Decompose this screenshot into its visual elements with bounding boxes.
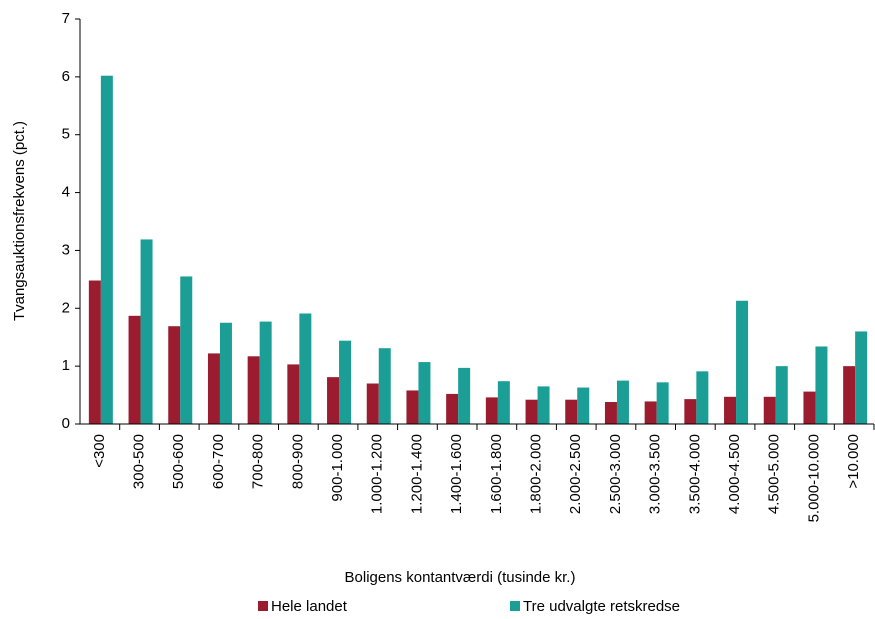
bar (763, 396, 776, 424)
bar (378, 348, 391, 424)
y-axis-title: Tvangsauktionsfrekvens (pct.) (11, 121, 28, 321)
bar (644, 401, 657, 424)
bar (458, 367, 471, 424)
x-tick-label: 3.000-3.500 (647, 434, 664, 514)
bar (577, 387, 590, 424)
x-tick-label: 900-1.000 (329, 434, 346, 502)
bar (88, 280, 101, 424)
bar (446, 393, 459, 424)
x-tick-label: 1.800-2.000 (528, 434, 545, 514)
bar (855, 331, 868, 424)
bar (406, 390, 419, 424)
bar (565, 399, 578, 424)
y-tick-label: 2 (62, 299, 70, 316)
bar (180, 276, 193, 424)
bar (843, 366, 856, 424)
legend-swatch (258, 601, 268, 611)
bar (339, 340, 352, 424)
bar (128, 315, 141, 424)
x-tick-label: 4.500-5.000 (766, 434, 783, 514)
bar (299, 313, 312, 424)
y-tick-label: 7 (62, 10, 70, 27)
bar (366, 383, 379, 424)
y-tick-label: 6 (62, 68, 70, 85)
x-tick-label: 4.000-4.500 (726, 434, 743, 514)
x-axis-title: Boligens kontantværdi (tusinde kr.) (345, 569, 576, 586)
bar (537, 386, 550, 424)
bar (247, 356, 260, 424)
bar (815, 346, 828, 424)
x-tick-label: 5.000-10.000 (805, 434, 822, 522)
x-tick-label: 800-900 (289, 434, 306, 489)
bar (168, 326, 181, 424)
legend-label: Tre udvalgte retskredse (523, 598, 680, 615)
y-tick-label: 1 (62, 357, 70, 374)
x-tick-label: 500-600 (170, 434, 187, 489)
y-tick-label: 5 (62, 126, 70, 143)
bar (696, 371, 709, 424)
bar (100, 75, 113, 424)
bar (418, 362, 431, 424)
bar (327, 377, 340, 424)
x-tick-label: 1.200-1.400 (408, 434, 425, 514)
x-tick-label: 1.600-1.800 (488, 434, 505, 514)
bar (485, 397, 498, 424)
x-tick-label: 1.000-1.200 (369, 434, 386, 514)
y-tick-label: 4 (62, 184, 70, 201)
bar (259, 321, 272, 424)
x-tick-label: 3.500-4.000 (686, 434, 703, 514)
bar (497, 381, 510, 424)
x-tick-label: 300-500 (131, 434, 148, 489)
bar (736, 300, 749, 424)
bar (775, 366, 788, 424)
bar (287, 364, 300, 424)
bar (616, 380, 629, 424)
x-tick-label: 2.000-2.500 (567, 434, 584, 514)
bar (207, 353, 220, 424)
bar (604, 402, 617, 424)
bar (140, 239, 153, 424)
y-tick-label: 0 (62, 415, 70, 432)
legend-swatch (510, 601, 520, 611)
bar (684, 399, 697, 424)
y-tick-label: 3 (62, 241, 70, 258)
x-tick-label: <300 (91, 434, 108, 468)
legend-label: Hele landet (271, 598, 348, 615)
bar (803, 391, 816, 424)
x-tick-label: 600-700 (210, 434, 227, 489)
bar (525, 399, 538, 424)
x-tick-label: 1.400-1.600 (448, 434, 465, 514)
x-tick-label: 700-800 (250, 434, 267, 489)
bar (724, 396, 737, 424)
bar (656, 382, 669, 424)
x-tick-label: 2.500-3.000 (607, 434, 624, 514)
x-tick-label: >10.000 (845, 434, 862, 489)
bar (219, 322, 232, 424)
